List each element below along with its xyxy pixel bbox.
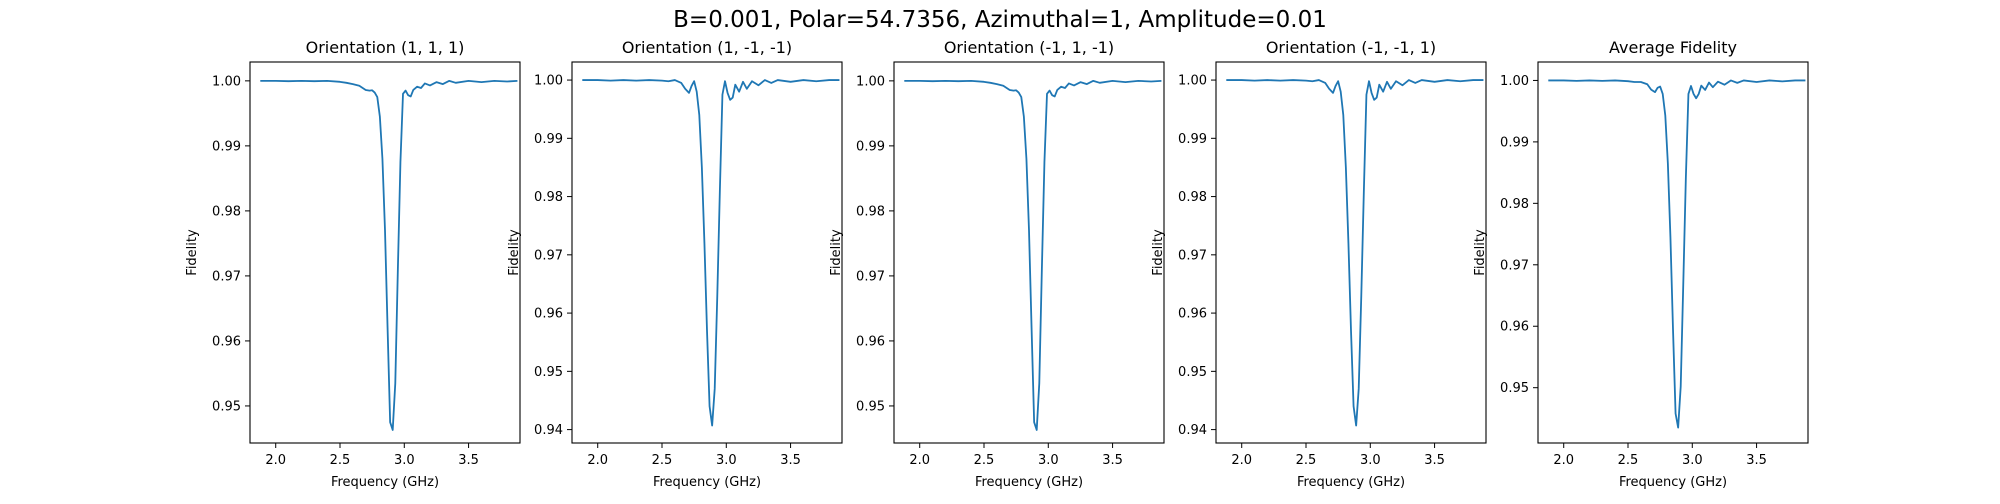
- y-tick-label: 0.99: [212, 139, 241, 154]
- x-tick-label: 2.5: [652, 453, 673, 468]
- y-tick-label: 0.95: [212, 399, 241, 414]
- subplot-title: Orientation (1, -1, -1): [622, 38, 792, 57]
- y-tick-label: 0.97: [1178, 248, 1207, 263]
- axes-frame: [1537, 61, 1809, 444]
- x-tick-label: 3.5: [458, 453, 479, 468]
- subplot-title: Average Fidelity: [1609, 38, 1737, 57]
- y-tick-label: 0.96: [212, 334, 241, 349]
- x-tick-label: 2.5: [974, 453, 995, 468]
- y-tick-label: 0.95: [534, 365, 563, 380]
- y-tick-label: 1.00: [212, 74, 241, 89]
- y-tick-label: 0.97: [534, 248, 563, 263]
- y-tick-label: 0.97: [212, 269, 241, 284]
- y-tick-label: 0.95: [1178, 365, 1207, 380]
- y-tick-label: 0.99: [856, 139, 885, 154]
- x-tick-label: 2.5: [1296, 453, 1317, 468]
- x-axis-label: Frequency (GHz): [1297, 475, 1405, 490]
- x-axis-label: Frequency (GHz): [1619, 475, 1727, 490]
- y-tick-label: 1.00: [856, 74, 885, 89]
- subplot-2: Orientation (1, -1, -1) 2.0 2.5 3.0 3.5 0.94 0…: [507, 38, 843, 490]
- subplot-4: Orientation (-1, -1, 1) 2.0 2.5 3.0 3.5 0.94 0…: [1151, 38, 1487, 490]
- x-tick-label: 3.5: [780, 453, 801, 468]
- x-axis-label: Frequency (GHz): [975, 475, 1083, 490]
- x-axis-label: Frequency (GHz): [331, 475, 439, 490]
- series-line-fidelity: [1226, 79, 1484, 427]
- y-tick-label: 0.96: [1500, 320, 1529, 335]
- x-tick-label: 2.0: [1231, 453, 1252, 468]
- series-line-fidelity: [904, 79, 1162, 431]
- y-tick-label: 0.98: [534, 190, 563, 205]
- x-tick-label: 3.0: [394, 453, 415, 468]
- subplot-5: Average Fidelity 2.0 2.5 3.0 3.5 0.95 0.96 0.97…: [1473, 38, 1809, 490]
- y-tick-label: 0.98: [856, 204, 885, 219]
- y-axis-label: Fidelity: [507, 229, 522, 276]
- y-tick-label: 1.00: [1500, 74, 1529, 89]
- subplot-3: Orientation (-1, 1, -1) 2.0 2.5 3.0 3.5 0.95 0…: [829, 38, 1165, 490]
- y-tick-label: 0.96: [534, 307, 563, 322]
- x-axis-label: Frequency (GHz): [653, 475, 761, 490]
- subplot-title: Orientation (-1, 1, -1): [944, 38, 1114, 57]
- x-tick-label: 3.0: [1682, 453, 1703, 468]
- y-tick-label: 0.98: [212, 204, 241, 219]
- subplot-title: Orientation (-1, -1, 1): [1266, 38, 1436, 57]
- y-tick-label: 0.98: [1500, 197, 1529, 212]
- y-tick-label: 0.95: [856, 399, 885, 414]
- x-tick-label: 2.0: [1553, 453, 1574, 468]
- series-line-fidelity: [582, 79, 840, 427]
- x-tick-label: 3.5: [1746, 453, 1767, 468]
- x-tick-label: 2.0: [909, 453, 930, 468]
- x-tick-label: 3.5: [1424, 453, 1445, 468]
- x-tick-label: 2.5: [330, 453, 351, 468]
- x-tick-label: 2.5: [1618, 453, 1639, 468]
- figure-title: B=0.001, Polar=54.7356, Azimuthal=1, Amp…: [673, 7, 1327, 33]
- x-tick-label: 2.0: [587, 453, 608, 468]
- y-tick-label: 0.96: [856, 334, 885, 349]
- y-tick-label: 0.99: [1178, 132, 1207, 147]
- x-tick-label: 3.0: [1360, 453, 1381, 468]
- y-tick-label: 0.95: [1500, 381, 1529, 396]
- y-tick-label: 1.00: [1178, 74, 1207, 89]
- x-tick-label: 3.0: [716, 453, 737, 468]
- y-tick-label: 0.99: [1500, 135, 1529, 150]
- axes-frame: [571, 61, 843, 444]
- series-line-fidelity: [1548, 79, 1806, 429]
- y-tick-label: 0.97: [856, 269, 885, 284]
- subplot-1: Orientation (1, 1, 1) 2.0 2.5 3.0 3.5 0.95 0.9…: [185, 38, 521, 490]
- y-tick-label: 0.97: [1500, 258, 1529, 273]
- x-tick-label: 3.5: [1102, 453, 1123, 468]
- y-axis-label: Fidelity: [829, 229, 844, 276]
- y-tick-label: 0.96: [1178, 307, 1207, 322]
- y-tick-label: 0.98: [1178, 190, 1207, 205]
- y-axis-label: Fidelity: [1473, 229, 1488, 276]
- y-tick-label: 0.94: [534, 423, 563, 438]
- y-tick-label: 0.99: [534, 132, 563, 147]
- x-tick-label: 3.0: [1038, 453, 1059, 468]
- y-axis-label: Fidelity: [1151, 229, 1166, 276]
- axes-frame: [1215, 61, 1487, 444]
- y-tick-label: 1.00: [534, 74, 563, 89]
- x-tick-label: 2.0: [265, 453, 286, 468]
- y-tick-label: 0.94: [1178, 423, 1207, 438]
- y-axis-label: Fidelity: [185, 229, 200, 276]
- subplot-title: Orientation (1, 1, 1): [306, 38, 465, 57]
- series-line-fidelity: [260, 79, 518, 431]
